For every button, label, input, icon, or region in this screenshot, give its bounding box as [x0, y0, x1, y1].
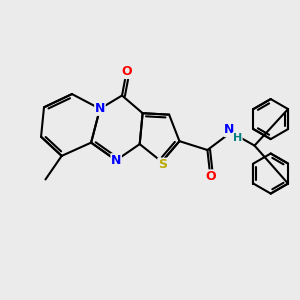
Text: N: N — [224, 124, 235, 136]
Text: S: S — [158, 158, 167, 171]
Text: H: H — [233, 133, 242, 142]
Text: O: O — [205, 170, 216, 183]
Text: O: O — [121, 65, 132, 79]
Text: N: N — [111, 154, 121, 167]
Text: N: N — [95, 102, 105, 115]
